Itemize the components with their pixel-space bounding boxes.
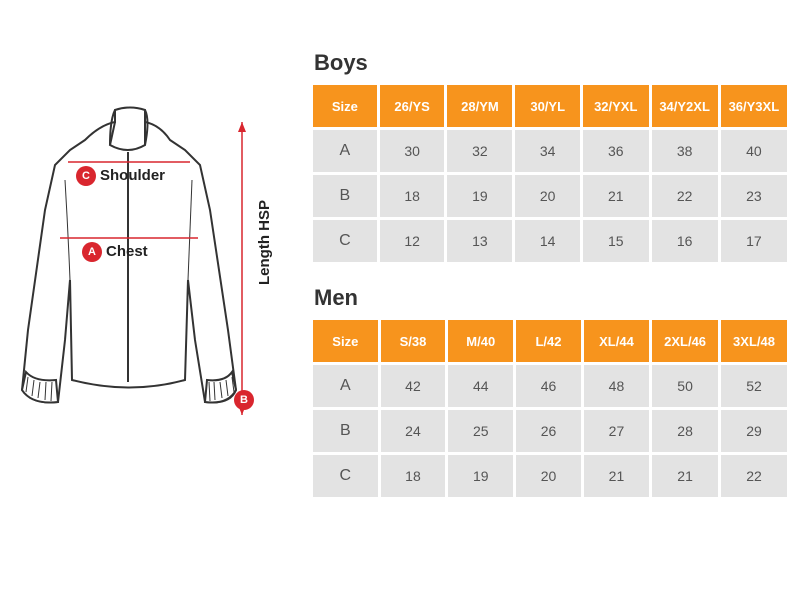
boys-cell: B [313,175,377,217]
men-header-row: Size S/38 M/40 L/42 XL/44 2XL/46 3XL/48 [313,320,787,362]
table-row: B 24 25 26 27 28 29 [313,410,787,452]
boys-table: Size 26/YS 28/YM 30/YL 32/YXL 34/Y2XL 36… [310,82,790,265]
table-row: C 18 19 20 21 21 22 [313,455,787,497]
boys-cell: 21 [583,175,649,217]
boys-cell: 20 [515,175,580,217]
men-cell: 50 [652,365,718,407]
boys-header-cell: 32/YXL [583,85,649,127]
boys-title: Boys [314,50,790,76]
chest-label: Chest [106,243,148,260]
men-cell: 20 [516,455,581,497]
men-header-cell: M/40 [448,320,513,362]
shoulder-badge: C [76,166,96,186]
boys-cell: 32 [447,130,512,172]
men-header-cell: L/42 [516,320,581,362]
boys-cell: 22 [652,175,718,217]
men-cell: 21 [652,455,718,497]
men-cell: 42 [381,365,446,407]
men-cell: A [313,365,378,407]
boys-cell: 12 [380,220,445,262]
men-cell: 29 [721,410,787,452]
table-row: A 30 32 34 36 38 40 [313,130,787,172]
boys-cell: 13 [447,220,512,262]
men-cell: 22 [721,455,787,497]
main-container: C Shoulder A Chest B Length HSP Boys Siz… [0,0,800,600]
diagram-panel: C Shoulder A Chest B Length HSP [10,20,310,580]
boys-cell: 16 [652,220,718,262]
shoulder-label: Shoulder [100,167,165,184]
boys-header-cell: 26/YS [380,85,445,127]
chest-badge: A [82,242,102,262]
boys-cell: 19 [447,175,512,217]
boys-cell: A [313,130,377,172]
boys-header-cell: 28/YM [447,85,512,127]
men-cell: 44 [448,365,513,407]
men-cell: 21 [584,455,649,497]
boys-cell: 15 [583,220,649,262]
men-table: Size S/38 M/40 L/42 XL/44 2XL/46 3XL/48 … [310,317,790,500]
men-cell: 52 [721,365,787,407]
boys-header-cell: 34/Y2XL [652,85,718,127]
boys-cell: C [313,220,377,262]
boys-cell: 38 [652,130,718,172]
men-header-cell: 3XL/48 [721,320,787,362]
boys-cell: 40 [721,130,787,172]
men-cell: 27 [584,410,649,452]
men-cell: 18 [381,455,446,497]
boys-cell: 34 [515,130,580,172]
men-cell: 26 [516,410,581,452]
jacket-diagram [10,80,250,440]
boys-header-cell: 30/YL [515,85,580,127]
men-header-cell: XL/44 [584,320,649,362]
men-cell: 25 [448,410,513,452]
men-header-cell: 2XL/46 [652,320,718,362]
men-title: Men [314,285,790,311]
boys-cell: 17 [721,220,787,262]
boys-header-cell: 36/Y3XL [721,85,787,127]
men-cell: 48 [584,365,649,407]
men-cell: 46 [516,365,581,407]
men-header-cell: Size [313,320,378,362]
boys-cell: 23 [721,175,787,217]
table-row: C 12 13 14 15 16 17 [313,220,787,262]
boys-cell: 36 [583,130,649,172]
men-cell: 28 [652,410,718,452]
boys-header-cell: Size [313,85,377,127]
men-cell: C [313,455,378,497]
table-row: A 42 44 46 48 50 52 [313,365,787,407]
boys-cell: 18 [380,175,445,217]
men-cell: 24 [381,410,446,452]
tables-panel: Boys Size 26/YS 28/YM 30/YL 32/YXL 34/Y2… [310,20,790,580]
men-header-cell: S/38 [381,320,446,362]
length-label: Length HSP [256,200,273,285]
men-cell: 19 [448,455,513,497]
boys-cell: 14 [515,220,580,262]
boys-header-row: Size 26/YS 28/YM 30/YL 32/YXL 34/Y2XL 36… [313,85,787,127]
length-badge: B [234,390,254,410]
table-row: B 18 19 20 21 22 23 [313,175,787,217]
boys-cell: 30 [380,130,445,172]
men-cell: B [313,410,378,452]
